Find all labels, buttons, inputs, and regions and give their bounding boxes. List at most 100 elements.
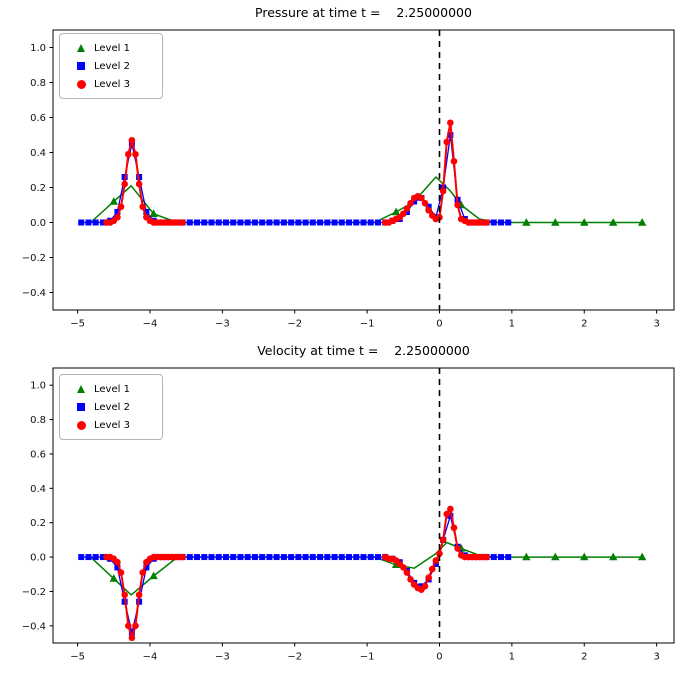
square-marker	[309, 554, 316, 561]
square-marker	[194, 554, 201, 561]
x-tick-label: −2	[287, 652, 302, 663]
square-marker	[295, 219, 302, 226]
series-line	[90, 541, 643, 596]
square-marker	[288, 219, 295, 226]
square-marker	[208, 554, 215, 561]
circle-marker	[117, 569, 125, 576]
triangle-marker	[637, 218, 647, 226]
circle-marker	[450, 524, 458, 532]
triangle-marker	[109, 197, 118, 205]
square-marker	[251, 554, 258, 561]
velocity-title: Velocity at time t = 2.25000000	[257, 343, 470, 358]
circle-marker-icon	[68, 420, 94, 430]
triangle-marker-icon	[68, 385, 94, 393]
circle-marker	[425, 206, 432, 214]
legend-pressure: Level 1 Level 2 Level 3	[59, 33, 163, 99]
subplot-pressure: −5 −4 −3 −2 −1 0 1 2 3 1.0 0.8 0.6 0.4 0.2 0.0 −0.2 −0.4	[22, 29, 675, 330]
square-marker	[128, 629, 135, 636]
square-marker	[505, 219, 512, 226]
circle-marker	[179, 219, 186, 226]
square-marker	[230, 554, 237, 561]
square-marker	[331, 554, 338, 561]
square-marker	[418, 583, 425, 590]
legend-entry-level1: Level 1	[68, 39, 156, 57]
square-marker	[302, 219, 309, 226]
y-tick-label: −0.4	[22, 621, 46, 632]
circle-marker	[139, 569, 147, 576]
circle-marker	[432, 557, 440, 564]
square-marker-icon	[68, 403, 94, 411]
y-tick-label: 0.8	[30, 78, 46, 89]
square-marker	[324, 554, 331, 561]
circle-marker	[483, 219, 490, 226]
square-marker	[338, 554, 345, 561]
circle-marker	[400, 564, 407, 571]
square-marker	[85, 554, 92, 561]
square-marker	[447, 132, 454, 138]
square-marker	[251, 219, 258, 226]
circle-marker	[135, 180, 143, 188]
series-level1	[90, 176, 647, 226]
square-marker	[280, 554, 287, 561]
square-marker	[143, 209, 150, 215]
square-marker	[403, 209, 410, 215]
square-marker	[425, 203, 432, 210]
axes-frame	[52, 29, 675, 311]
circle-marker	[454, 545, 461, 552]
legend-label: Level 1	[94, 383, 130, 395]
triangle-marker	[391, 207, 401, 216]
triangle-marker	[109, 574, 118, 582]
square-marker	[273, 219, 280, 226]
circle-marker	[139, 203, 147, 211]
x-tick-label: −5	[70, 652, 85, 663]
square-marker	[99, 554, 106, 561]
circle-marker	[443, 138, 451, 146]
square-marker	[374, 219, 381, 226]
circle-marker	[403, 205, 411, 212]
circle-marker	[128, 136, 136, 144]
triangle-marker	[580, 218, 589, 226]
y-tick-label: 0.4	[30, 484, 46, 495]
square-marker	[114, 209, 121, 215]
y-tick-label: 0.6	[30, 113, 46, 124]
y-tick-label: 1.0	[30, 43, 46, 54]
square-marker	[259, 219, 266, 226]
axes-frame	[52, 367, 675, 644]
square-marker	[288, 554, 295, 561]
circle-marker	[135, 591, 143, 599]
circle-marker	[425, 574, 432, 581]
square-marker	[222, 554, 229, 561]
square-marker	[360, 554, 367, 561]
x-tick-label: −3	[215, 652, 230, 663]
square-marker	[331, 219, 338, 226]
circle-marker	[124, 622, 132, 630]
triangle-marker	[580, 552, 589, 561]
square-marker	[505, 554, 512, 561]
x-tick-label: −3	[215, 319, 230, 330]
triangle-marker	[551, 218, 560, 226]
square-marker	[237, 554, 244, 561]
x-tick-label: 0	[436, 652, 442, 663]
square-marker	[222, 219, 229, 226]
square-marker	[411, 198, 418, 205]
y-tick-label: 0.2	[30, 518, 46, 529]
square-marker	[432, 560, 439, 567]
square-marker	[295, 554, 302, 561]
legend-label: Level 1	[94, 42, 130, 54]
x-tick-label: −5	[70, 319, 85, 330]
series-level1	[90, 541, 647, 596]
triangle-marker-icon	[68, 44, 94, 52]
triangle-marker	[637, 552, 647, 561]
circle-marker	[128, 634, 136, 642]
circle-marker	[443, 510, 451, 518]
circle-marker	[179, 553, 186, 561]
y-tick-label: 0.0	[30, 553, 46, 564]
square-marker	[498, 554, 505, 561]
square-marker	[215, 554, 222, 561]
triangle-marker	[609, 218, 618, 226]
square-marker	[367, 219, 374, 226]
circle-marker	[454, 201, 461, 209]
legend-label: Level 3	[94, 78, 130, 90]
triangle-marker	[149, 571, 158, 580]
